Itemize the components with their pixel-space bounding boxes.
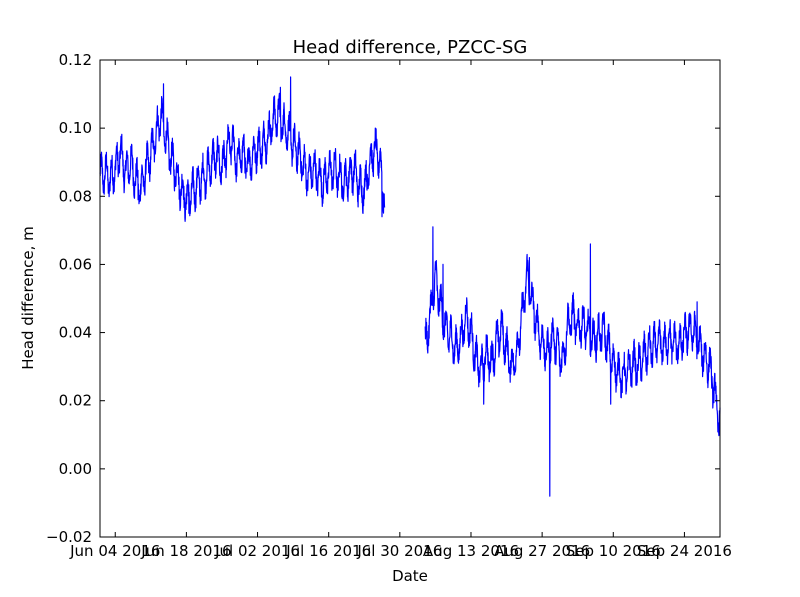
series-line-segment [424, 226, 721, 497]
x-tick-label: Sep 24 2016 [637, 542, 732, 560]
x-tick-label: Aug 13 2016 [423, 542, 519, 560]
data-series [99, 76, 721, 497]
chart-title: Head difference, PZCC-SG [293, 37, 528, 58]
y-tick-label: 0.02 [59, 392, 92, 410]
plot-frame [99, 59, 721, 538]
x-tick-label: Jul 30 2016 [356, 542, 442, 560]
y-tick-label: 0.10 [59, 119, 92, 137]
x-tick-label: Jul 16 2016 [285, 542, 371, 560]
x-axis-label: Date [392, 567, 428, 585]
x-tick-label: Jun 18 2016 [140, 542, 231, 560]
x-tick-label: Aug 27 2016 [494, 542, 590, 560]
y-tick-label: 0.06 [59, 255, 92, 273]
y-tick-label: 0.12 [59, 51, 92, 69]
y-axis-label: Head difference, m [19, 226, 37, 369]
series-line-segment [99, 76, 386, 222]
x-tick-label: Jun 04 2016 [69, 542, 160, 560]
y-axis-ticks: −0.02 0.00 0.02 0.04 0.06 0.08 0.10 0.12 [46, 51, 720, 546]
x-tick-label: Jul 02 2016 [214, 542, 300, 560]
y-tick-label: −0.02 [46, 528, 92, 546]
x-tick-label: Sep 10 2016 [566, 542, 661, 560]
y-tick-label: 0.08 [59, 187, 92, 205]
y-tick-label: 0.00 [59, 460, 92, 478]
y-tick-label: 0.04 [59, 324, 92, 342]
